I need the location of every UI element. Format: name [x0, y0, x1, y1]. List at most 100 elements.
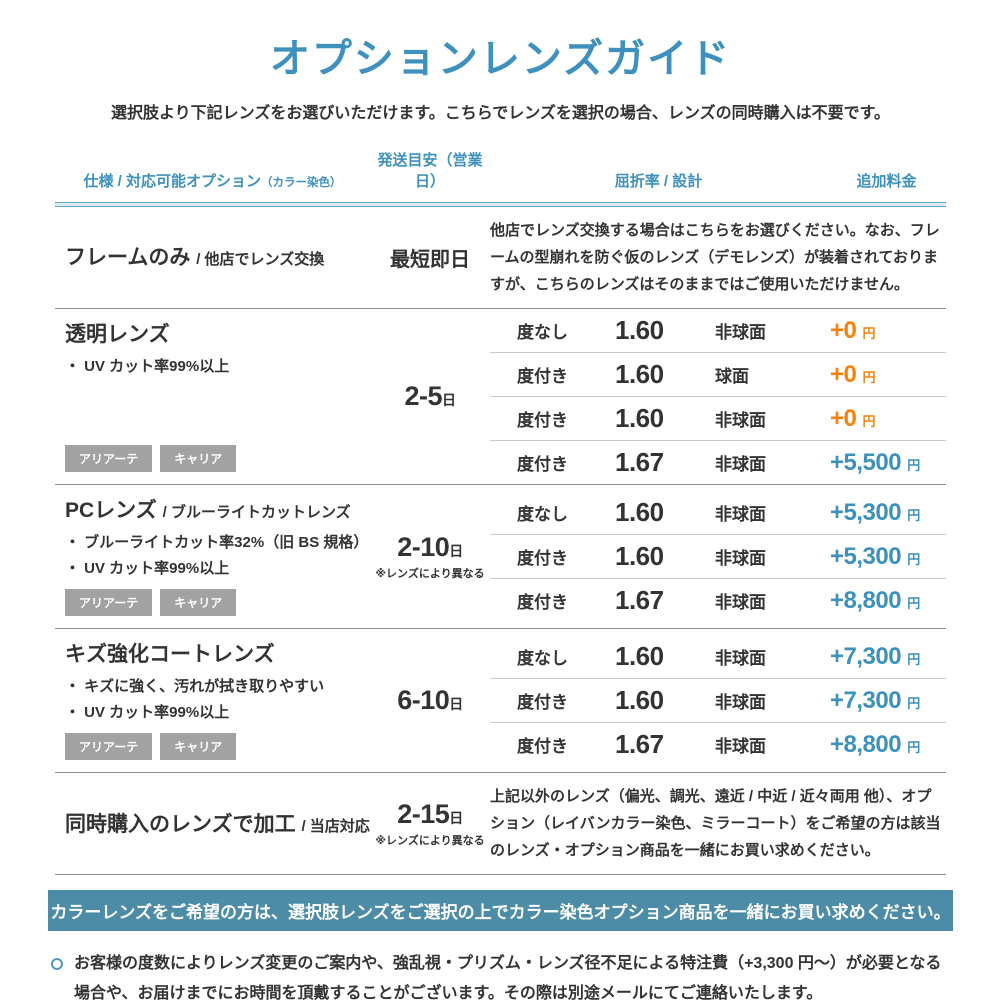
section-name: PCレンズ: [65, 499, 157, 522]
section-name-sub: / 当店対応: [301, 817, 370, 835]
lens-design: 非球面: [715, 737, 766, 757]
section-name: フレームのみ: [65, 246, 191, 270]
lens-option-row: 度付き 1.67 非球面 +5,500 円: [490, 440, 946, 484]
lens-option-row: 度付き 1.60 球面 +0 円: [490, 352, 946, 396]
shipping-days-unit: 日: [449, 696, 463, 713]
extra-price-value: +0: [830, 404, 857, 432]
extra-price-value: +0: [830, 316, 857, 344]
shipping-days-unit: 日: [442, 392, 456, 408]
prescription-type: 度付き: [517, 693, 568, 713]
extra-price: +0 円: [830, 405, 946, 433]
extra-price: +5,300 円: [830, 499, 946, 527]
section-title: 同時購入のレンズで加工 / 当店対応: [65, 812, 370, 837]
header-index-design: 屈折率 / 設計: [614, 173, 703, 190]
lens-design: 非球面: [715, 693, 766, 713]
lens-design: 球面: [715, 367, 749, 386]
lens-option-row: 度なし 1.60 非球面 +7,300 円: [490, 635, 946, 678]
section-note: 他店でレンズ交換する場合はこちらをお選びください。なお、フレームの型崩れを防ぐ仮…: [490, 222, 940, 293]
extra-price-unit: 円: [862, 413, 876, 429]
shipping-cell: 6-10日: [370, 629, 490, 772]
lens-brand-badge: キャリア: [160, 733, 237, 761]
shipping-days-value: 2-10: [397, 532, 450, 563]
section-name: 透明レンズ: [65, 323, 170, 346]
prescription-type: 度付き: [517, 593, 568, 613]
lens-option-row: 度付き 1.67 非球面 +8,800 円: [490, 578, 946, 622]
lens-design: 非球面: [715, 593, 766, 613]
extra-price: +8,800 円: [830, 587, 946, 615]
color-lens-banner: カラーレンズをご希望の方は、選択肢レンズをご選択の上でカラー染色オプション商品を…: [48, 890, 953, 932]
extra-price-unit: 円: [907, 595, 920, 611]
shipping-days: 2-10日: [397, 532, 463, 563]
prescription-type: 度付き: [517, 737, 568, 757]
lens-option-row: 度付き 1.60 非球面 +5,300 円: [490, 534, 946, 578]
section-detail-cell: 度なし 1.60 非球面 +0 円度付き 1.60 球面 +0 円度付き 1.60 非球面 +0 …: [490, 309, 946, 484]
lens-design: 非球面: [715, 549, 766, 569]
shipping-cell: 2-10日 ※レンズにより異なる: [370, 485, 490, 628]
lens-table-body: フレームのみ / 他店でレンズ交換 最短即日 他店でレンズ交換する場合はこちらをお選…: [0, 207, 1001, 876]
badge-row: アリアーテ キャリア: [65, 725, 370, 761]
extra-price-unit: 円: [862, 369, 876, 385]
extra-price-unit: 円: [907, 695, 920, 711]
feature-list: ブルーライトカット率32%（旧 BS 規格）UV カット率99%以上: [65, 530, 370, 581]
shipping-days-value: 2-5: [404, 381, 443, 411]
shipping-cell: 2-15日 ※レンズにより異なる: [370, 773, 490, 874]
lens-brand-badge: アリアーテ: [65, 445, 153, 472]
table-section: PCレンズ / ブルーライトカットレンズブルーライトカット率32%（旧 BS 規…: [55, 485, 946, 630]
extra-price: +5,500 円: [830, 449, 946, 477]
section-title: キズ強化コートレンズ: [65, 642, 370, 667]
shipping-cell: 2-5日: [370, 309, 490, 484]
section-title: 透明レンズ: [65, 322, 370, 347]
extra-price-unit: 円: [862, 325, 876, 341]
extra-price: +0 円: [830, 361, 946, 389]
feature-item: UV カット率99%以上: [65, 354, 370, 380]
extra-price-value: +7,300: [830, 642, 902, 670]
prescription-type: 度付き: [517, 367, 568, 386]
extra-price-value: +8,800: [830, 586, 902, 614]
header-divider: [55, 202, 946, 207]
feature-item: UV カット率99%以上: [65, 556, 370, 582]
prescription-type: 度なし: [517, 649, 568, 669]
badge-row: アリアーテ キャリア: [65, 437, 370, 472]
section-spec-cell: PCレンズ / ブルーライトカットレンズブルーライトカット率32%（旧 BS 規…: [55, 485, 370, 628]
extra-price: +5,300 円: [830, 543, 946, 571]
header-shipping: 発送目安（営業日）: [377, 152, 483, 190]
extra-price: +0 円: [830, 317, 946, 345]
extra-price: +7,300 円: [830, 687, 946, 715]
lens-option-row: 度なし 1.60 非球面 +5,300 円: [490, 491, 946, 534]
extra-price-value: +5,300: [830, 498, 902, 526]
extra-price: +7,300 円: [830, 643, 946, 671]
feature-item: UV カット率99%以上: [65, 700, 370, 726]
refractive-index: 1.60: [615, 685, 664, 716]
lens-design: 非球面: [715, 649, 766, 669]
section-name-sub: / 他店でレンズ交換: [196, 251, 325, 269]
refractive-index: 1.60: [615, 359, 664, 389]
section-name: 同時購入のレンズで加工: [65, 812, 296, 836]
lens-option-row: 度なし 1.60 非球面 +0 円: [490, 309, 946, 352]
lens-design: 非球面: [715, 323, 766, 342]
prescription-type: 度付き: [517, 455, 568, 474]
prescription-type: 度なし: [517, 505, 568, 525]
prescription-type: 度なし: [517, 323, 568, 342]
lens-design: 非球面: [715, 505, 766, 525]
shipping-cell: 最短即日: [370, 207, 490, 308]
extra-price: +8,800 円: [830, 731, 946, 759]
lens-option-row: 度付き 1.60 非球面 +7,300 円: [490, 678, 946, 722]
shipping-note: ※レンズにより異なる: [375, 568, 485, 581]
refractive-index: 1.60: [615, 497, 664, 528]
extra-price-value: +5,300: [830, 542, 902, 570]
shipping-text: 最短即日: [390, 249, 470, 271]
section-spec-cell: キズ強化コートレンズキズに強く、汚れが拭き取りやすいUV カット率99%以上アリ…: [55, 629, 370, 772]
section-note: 上記以外のレンズ（偏光、調光、遠近 / 中近 / 近々両用 他）、オプション（レ…: [490, 788, 941, 860]
footer-notes: お客様の度数によりレンズ変更のご案内や、強乱視・プリズム・レンズ径不足による特注…: [48, 949, 953, 1000]
section-detail-cell: 度なし 1.60 非球面 +5,300 円度付き 1.60 非球面 +5,300 円度付き 1…: [490, 485, 946, 628]
section-detail-cell: 度なし 1.60 非球面 +7,300 円度付き 1.60 非球面 +7,300 円度付き 1…: [490, 629, 946, 772]
feature-list: キズに強く、汚れが拭き取りやすいUV カット率99%以上: [65, 674, 370, 725]
lens-option-row: 度付き 1.60 非球面 +0 円: [490, 396, 946, 440]
shipping-days: 6-10日: [397, 685, 463, 716]
lens-option-row: 度付き 1.67 非球面 +8,800 円: [490, 722, 946, 766]
extra-price-unit: 円: [907, 739, 920, 755]
extra-price-unit: 円: [907, 651, 920, 667]
